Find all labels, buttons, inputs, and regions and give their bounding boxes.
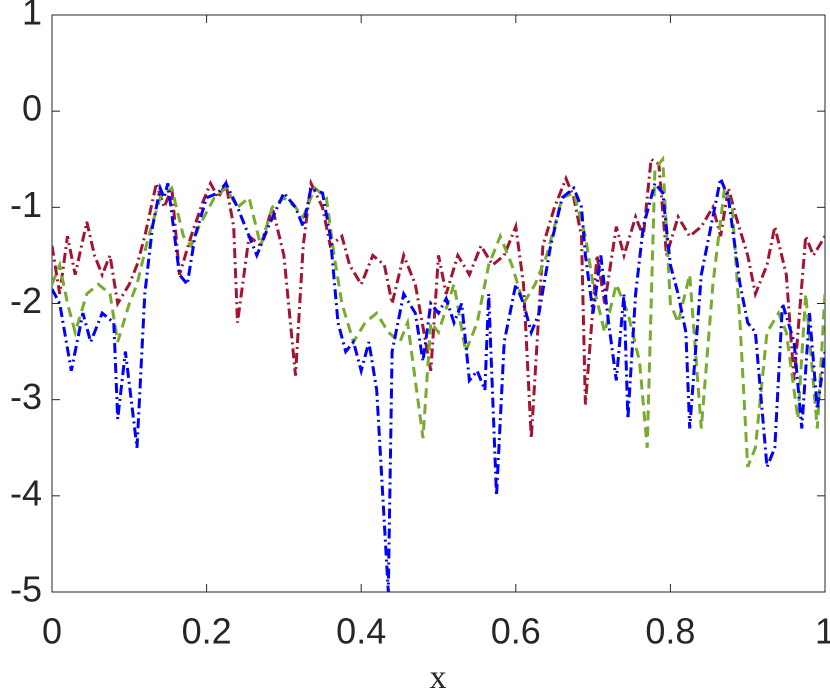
y-tick-label: -3: [10, 376, 42, 417]
data-line: [52, 173, 825, 592]
y-tick-label: -1: [10, 184, 42, 225]
plot-area: [52, 155, 825, 592]
x-tick-label: 0.4: [336, 611, 386, 652]
y-tick-label: -4: [10, 472, 42, 513]
x-tick-label: 1: [815, 611, 830, 652]
x-axis-label: x: [430, 659, 447, 695]
x-tick-label: 0: [42, 611, 62, 652]
y-tick-label: 0: [22, 88, 42, 129]
plot-frame: [51, 14, 826, 593]
data-line: [52, 156, 825, 439]
x-tick-label: 0.8: [645, 611, 695, 652]
y-tick-label: -2: [10, 280, 42, 321]
x-tick-label: 0.6: [491, 611, 541, 652]
y-tick-label: 1: [22, 0, 42, 33]
data-line: [52, 155, 825, 468]
x-tick-label: 0.2: [182, 611, 232, 652]
y-tick-label: -5: [10, 569, 42, 610]
